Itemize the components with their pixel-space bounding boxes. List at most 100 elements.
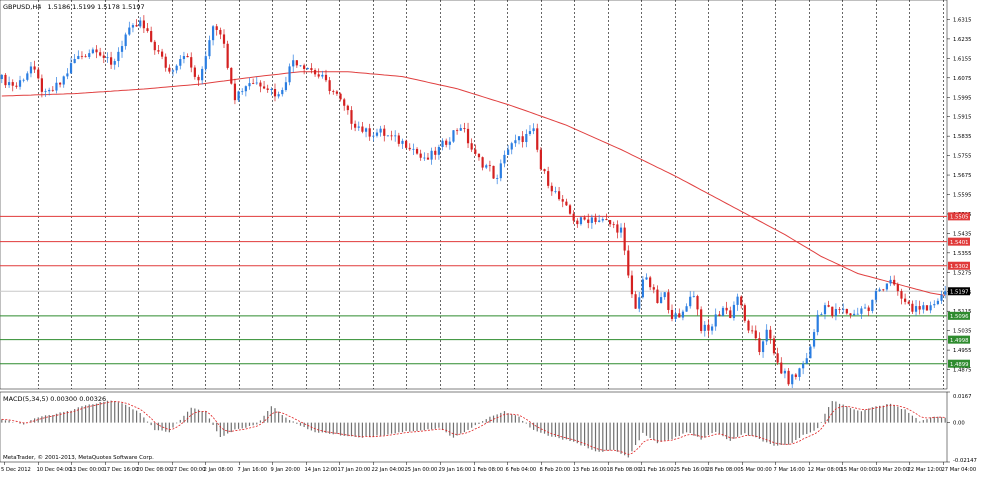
candle-body xyxy=(882,289,885,291)
candle-body xyxy=(135,25,138,27)
candle-body xyxy=(743,305,746,321)
candle-body xyxy=(288,66,291,83)
level-tag-label: 1.5302 xyxy=(950,264,969,270)
candle-body xyxy=(179,59,182,66)
candle-body xyxy=(230,67,233,84)
time-tick-label: 8 Feb 20:00 xyxy=(540,467,571,473)
candle-body xyxy=(186,56,189,58)
time-tick-label: 19 Mar 20:00 xyxy=(875,467,910,473)
candle-body xyxy=(681,311,685,318)
candle-body xyxy=(204,56,207,69)
candle-body xyxy=(182,56,186,60)
candle-body xyxy=(765,329,768,342)
candle-body xyxy=(707,324,710,331)
candle-body xyxy=(630,275,634,295)
candle-body xyxy=(761,341,765,353)
candle-body xyxy=(383,128,386,136)
price-tick-label: 1.5035 xyxy=(953,329,972,335)
candle-body xyxy=(718,314,721,316)
candle-body xyxy=(692,296,695,297)
candle-body xyxy=(601,219,604,221)
time-tick-label: 7 Jan 16:00 xyxy=(238,467,268,473)
time-tick-label: 2 Jan 08:00 xyxy=(204,467,234,473)
candle-body xyxy=(510,143,513,150)
candle-body xyxy=(477,153,481,158)
level-tag-label: 1.5401 xyxy=(950,240,969,246)
candle-body xyxy=(649,277,652,288)
horizontal-levels[interactable] xyxy=(0,215,947,365)
candle-body xyxy=(820,314,823,315)
candle-body xyxy=(823,305,827,315)
candle-body xyxy=(503,154,506,164)
candle-body xyxy=(73,59,76,64)
candle-body xyxy=(346,105,349,111)
time-tick-label: 12 Mar 08:00 xyxy=(808,467,843,473)
candle-body xyxy=(536,128,539,150)
candle-body xyxy=(780,362,783,374)
candle-body xyxy=(907,301,910,304)
candle-body xyxy=(641,279,644,298)
candle-body xyxy=(299,65,302,67)
candle-body xyxy=(678,313,681,318)
copyright-text: MetaTrader, © 2001-2013, MetaQuotes Soft… xyxy=(3,454,154,461)
candle-body xyxy=(0,74,3,80)
candle-body xyxy=(619,227,623,233)
price-panel[interactable] xyxy=(0,0,948,390)
time-tick-label: 6 Feb 04:00 xyxy=(506,467,537,473)
candle-body xyxy=(485,165,488,168)
candle-body xyxy=(4,74,7,86)
candle-body xyxy=(568,205,572,214)
candle-body xyxy=(394,135,397,137)
candle-body xyxy=(689,296,692,307)
candle-body xyxy=(313,70,317,75)
candle-body xyxy=(120,46,124,52)
candle-body xyxy=(222,34,226,44)
candle-body xyxy=(579,217,583,225)
candle-body xyxy=(397,135,400,144)
macd-panel[interactable] xyxy=(0,391,948,463)
price-candles xyxy=(0,15,947,389)
candle-body xyxy=(732,304,736,319)
candle-body xyxy=(918,306,921,310)
candle-body xyxy=(40,78,43,92)
candle-body xyxy=(375,132,379,136)
candle-body xyxy=(802,363,805,369)
candle-body xyxy=(255,82,258,84)
candle-body xyxy=(361,126,364,132)
candle-body xyxy=(507,149,510,155)
svg-text:GBPUSD,H4 1.5186 1.5199 1.: GBPUSD,H4 1.5186 1.5199 1.5178 1.5197 xyxy=(3,3,145,11)
candle-body xyxy=(434,150,437,155)
price-tick-label: 1.5435 xyxy=(953,231,972,237)
candle-body xyxy=(842,308,845,310)
candle-body xyxy=(139,20,142,27)
candle-body xyxy=(284,82,288,90)
candle-body xyxy=(292,60,295,67)
candle-body xyxy=(754,330,757,339)
candle-body xyxy=(66,73,69,77)
price-tick-label: 1.6235 xyxy=(953,37,972,43)
macd-axis: 0.0167 0.00 -0.02147 xyxy=(947,391,977,464)
candle-body xyxy=(386,135,390,137)
candle-body xyxy=(929,305,932,311)
candle-body xyxy=(845,308,848,314)
candle-body xyxy=(885,283,889,290)
time-tick-label: 25 Feb 16:00 xyxy=(674,467,708,473)
candle-body xyxy=(853,313,856,316)
candle-body xyxy=(197,76,200,81)
candle-body xyxy=(11,82,14,86)
candle-body xyxy=(343,99,346,106)
candle-body xyxy=(317,74,320,77)
candle-body xyxy=(303,65,306,69)
candle-body xyxy=(816,314,819,333)
candle-body xyxy=(412,148,415,150)
candle-body xyxy=(408,147,411,150)
macd-tick-label: 0.00 xyxy=(953,421,965,427)
candle-body xyxy=(321,74,324,77)
candle-body xyxy=(124,34,127,47)
candle-body xyxy=(219,29,222,35)
candle-body xyxy=(270,89,273,90)
candle-body xyxy=(871,299,874,311)
candle-body xyxy=(8,82,11,86)
candle-body xyxy=(656,289,659,304)
